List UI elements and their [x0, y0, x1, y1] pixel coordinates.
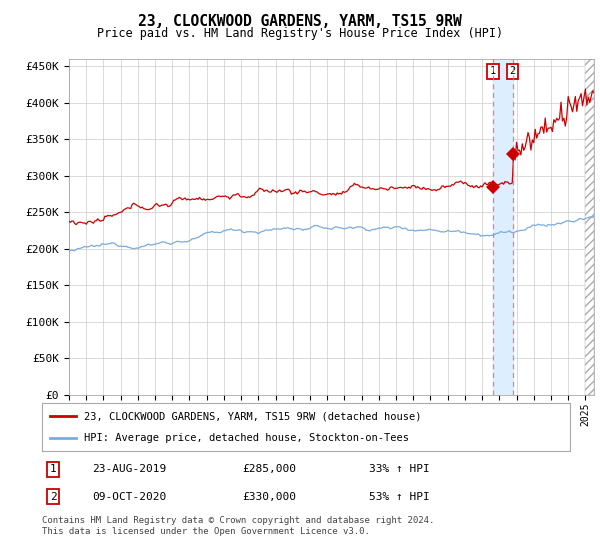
Text: 1: 1	[50, 464, 56, 474]
Text: 2: 2	[509, 66, 516, 76]
Text: 23, CLOCKWOOD GARDENS, YARM, TS15 9RW: 23, CLOCKWOOD GARDENS, YARM, TS15 9RW	[138, 14, 462, 29]
Text: 09-OCT-2020: 09-OCT-2020	[92, 492, 166, 502]
Text: 2: 2	[50, 492, 56, 502]
Text: £285,000: £285,000	[242, 464, 296, 474]
Text: Price paid vs. HM Land Registry's House Price Index (HPI): Price paid vs. HM Land Registry's House …	[97, 27, 503, 40]
Text: 33% ↑ HPI: 33% ↑ HPI	[370, 464, 430, 474]
Bar	[493, 59, 512, 395]
Text: £330,000: £330,000	[242, 492, 296, 502]
Text: Contains HM Land Registry data © Crown copyright and database right 2024.
This d: Contains HM Land Registry data © Crown c…	[42, 516, 434, 536]
Bar	[586, 59, 594, 395]
Text: 53% ↑ HPI: 53% ↑ HPI	[370, 492, 430, 502]
Text: 23-AUG-2019: 23-AUG-2019	[92, 464, 166, 474]
Text: 23, CLOCKWOOD GARDENS, YARM, TS15 9RW (detached house): 23, CLOCKWOOD GARDENS, YARM, TS15 9RW (d…	[84, 411, 422, 421]
Bar	[586, 59, 594, 395]
Text: HPI: Average price, detached house, Stockton-on-Tees: HPI: Average price, detached house, Stoc…	[84, 433, 409, 443]
Text: 1: 1	[490, 66, 496, 76]
